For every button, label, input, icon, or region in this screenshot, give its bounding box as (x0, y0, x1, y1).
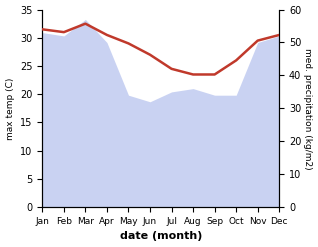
Y-axis label: med. precipitation (kg/m2): med. precipitation (kg/m2) (303, 48, 313, 169)
X-axis label: date (month): date (month) (120, 231, 202, 242)
Y-axis label: max temp (C): max temp (C) (5, 77, 15, 140)
